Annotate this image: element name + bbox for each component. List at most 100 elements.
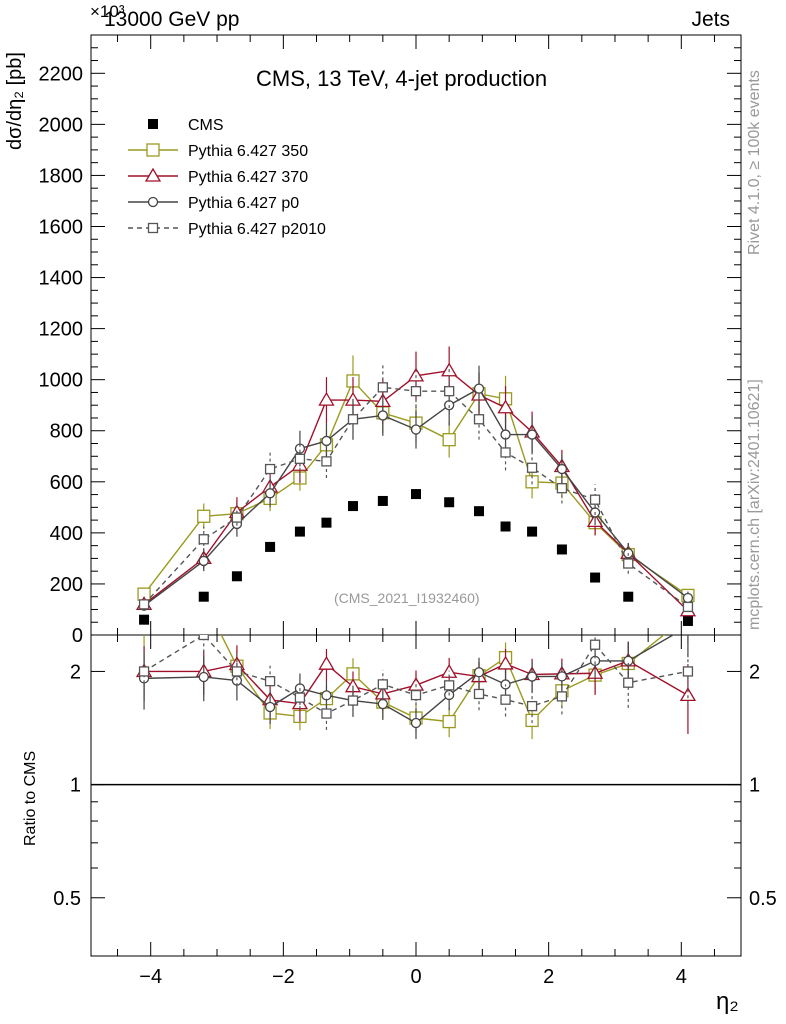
- data-point: [473, 383, 485, 394]
- data-point: [444, 497, 455, 508]
- y-tick-label: 1200: [39, 319, 84, 341]
- ratio-point: [264, 676, 276, 687]
- data-point: [474, 506, 485, 517]
- data-point: [526, 462, 538, 473]
- data-point: [321, 517, 332, 528]
- legend: CMS Pythia 6.427 350 Pythia 6.427 370 Pythi…: [128, 117, 326, 238]
- data-point: [294, 526, 305, 537]
- ratio-point: [442, 714, 456, 729]
- ratio-series-pythia-6-427-p2010: [138, 635, 694, 730]
- series-pythia-6-427-p0: [138, 365, 694, 611]
- series-pythia-6-427-p2010: [138, 364, 694, 613]
- y-tick-label: 1600: [39, 216, 84, 238]
- legend-marker: [148, 119, 158, 129]
- data-point: [497, 399, 514, 414]
- legend-item-pythia-6-427-p0: Pythia 6.427 p0: [128, 195, 299, 212]
- ratio-point: [679, 687, 697, 702]
- legend-marker: [144, 167, 162, 182]
- y-tick-label: 200: [50, 574, 83, 596]
- data-point: [682, 592, 694, 604]
- legend-marker: [146, 143, 160, 157]
- ratio-point: [589, 639, 601, 650]
- ratio-point: [410, 689, 422, 701]
- y-tick-label: 600: [50, 472, 83, 494]
- y-axis-label: dσ/dη₂ [pb]: [4, 52, 26, 150]
- data-point: [526, 429, 538, 440]
- data-point: [500, 447, 511, 458]
- data-point: [321, 456, 332, 467]
- ratio-point: [138, 666, 150, 677]
- data-point: [442, 433, 456, 447]
- data-point: [590, 572, 601, 583]
- ratio-point: [473, 667, 485, 678]
- legend-label: CMS: [188, 117, 224, 134]
- chart-title: CMS, 13 TeV, 4-jet production: [256, 66, 548, 91]
- analysis-watermark: (CMS_2021_I1932460): [334, 590, 480, 606]
- ratio-point: [407, 676, 425, 691]
- ratio-point: [444, 680, 455, 691]
- data-point: [231, 512, 243, 523]
- ratio-axis-label: Ratio to CMS: [22, 750, 39, 846]
- data-point: [318, 391, 335, 406]
- ratio-point: [231, 666, 243, 677]
- ratio-tick-label-right: 1: [749, 775, 760, 797]
- ratio-point: [526, 671, 538, 682]
- x-tick-label: 2: [543, 966, 554, 988]
- process-label: 13000 GeV pp: [104, 8, 240, 31]
- data-point: [321, 435, 332, 447]
- legend-marker: [147, 222, 159, 234]
- ratio-point: [682, 666, 694, 677]
- data-point: [623, 591, 634, 602]
- ratio-point: [294, 692, 306, 703]
- ratio-point: [526, 700, 538, 712]
- data-point: [410, 386, 422, 397]
- y-tick-label: 0: [72, 625, 83, 647]
- y-exponent-label: ×10³: [90, 2, 125, 21]
- ratio-point: [198, 671, 209, 683]
- data-point: [377, 410, 388, 421]
- source-label: mcplots.cern.ch [arXiv:2401.10621]: [746, 379, 763, 630]
- x-tick-label: 0: [410, 966, 421, 988]
- y-tick-label: 400: [50, 523, 83, 545]
- data-point: [138, 599, 150, 610]
- legend-label: Pythia 6.427 p2010: [188, 221, 326, 238]
- data-point: [377, 495, 388, 506]
- data-point: [682, 601, 694, 613]
- rivet-version-label: Rivet 4.1.0, ≥ 100k events: [746, 70, 763, 255]
- legend-label: Pythia 6.427 370: [188, 169, 308, 186]
- ratio-tick-label-right: 2: [749, 661, 760, 683]
- ratio-point: [500, 694, 511, 705]
- data-point: [411, 489, 421, 500]
- ratio-point: [556, 691, 568, 702]
- ratio-point: [347, 695, 359, 706]
- ratio-point: [198, 635, 209, 641]
- legend-marker: [147, 196, 159, 208]
- data-point: [556, 463, 568, 475]
- data-point: [198, 591, 209, 602]
- legend-item-pythia-6-427-350: Pythia 6.427 350: [128, 143, 308, 160]
- ratio-point: [473, 688, 485, 700]
- legend-item-pythia-6-427-p2010: Pythia 6.427 p2010: [128, 221, 326, 238]
- y-tick-label: 2200: [39, 63, 84, 85]
- data-point: [265, 541, 276, 552]
- data-point: [500, 521, 511, 532]
- ratio-tick-label-right: 0.5: [749, 888, 777, 910]
- y-tick-label: 1800: [39, 165, 84, 187]
- ratio-point: [497, 655, 514, 670]
- data-point: [198, 555, 209, 567]
- ratio-tick-label: 2: [70, 661, 81, 683]
- data-point: [347, 501, 358, 512]
- x-tick-label: −2: [272, 966, 295, 988]
- y-tick-label: 1400: [39, 268, 84, 290]
- data-point: [556, 544, 567, 555]
- ratio-point: [318, 655, 335, 670]
- data-point: [556, 483, 568, 494]
- data-point: [682, 615, 693, 626]
- legend-label: Pythia 6.427 350: [188, 143, 308, 160]
- data-point: [197, 509, 211, 523]
- ratio-point: [377, 679, 388, 690]
- ratio-point: [556, 671, 568, 682]
- data-point: [264, 463, 276, 475]
- ratio-point: [264, 701, 276, 713]
- ratio-point: [377, 698, 388, 710]
